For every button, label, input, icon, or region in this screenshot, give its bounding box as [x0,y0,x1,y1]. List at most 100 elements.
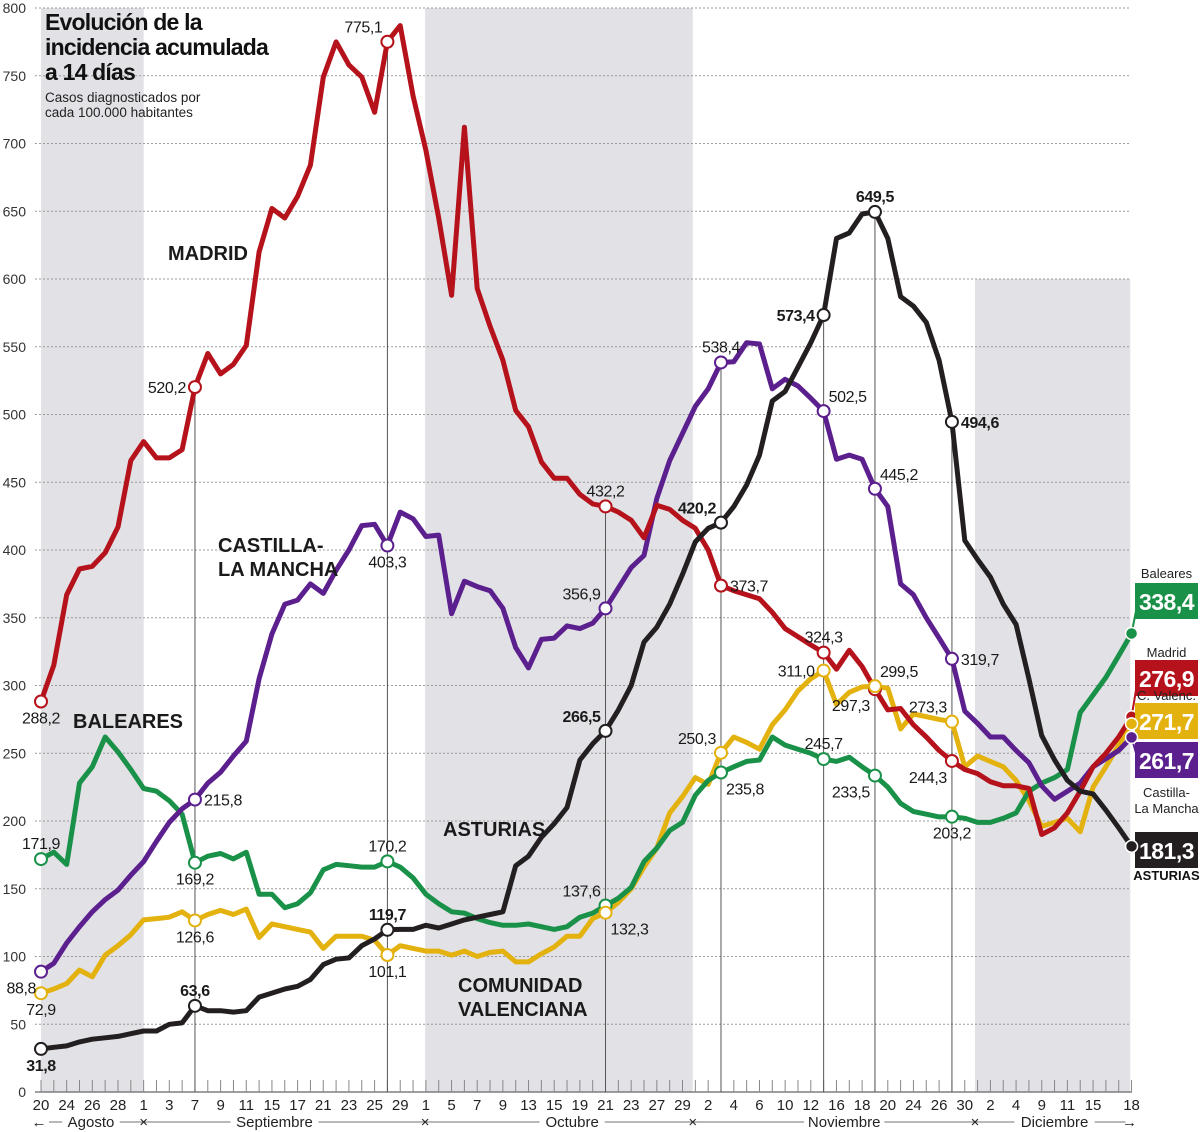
end-value-labels: 338,4 Baleares 276,9 Madrid 271,7 C. Valenc. 2… [1124,566,1200,883]
end-value: 261,7 [1139,748,1194,774]
y-tick-label: 350 [3,610,27,626]
series-label-clm: LA MANCHA [218,559,338,581]
data-point-marker [944,651,959,666]
month-label-bg [803,1114,885,1130]
data-point-marker [187,998,202,1013]
data-point-label: 244,3 [909,770,948,787]
end-series-name: Baleares [1141,566,1193,581]
end-point-marker [1124,730,1139,745]
y-tick-label: 400 [3,542,27,558]
month-label-bg [62,1114,120,1130]
x-tick-label: 3 [165,1097,173,1114]
y-tick-label: 750 [3,68,27,84]
data-point-label: 432,2 [586,483,625,500]
y-tick-label: 700 [3,136,27,152]
end-series-name: C. Valenc. [1137,688,1196,703]
data-point-label: 63,6 [180,983,210,1000]
x-tick-label: 18 [1123,1097,1140,1114]
data-point-marker [598,499,613,514]
x-tick-label: 4 [730,1097,738,1114]
month-label-bg [230,1114,319,1130]
x-tick-label: 11 [1060,1097,1076,1114]
data-point-marker [380,854,395,869]
month-label: Septiembre [236,1114,313,1131]
x-tick-label: 16 [828,1097,845,1114]
y-tick-label: 0 [18,1084,26,1100]
y-tick-label: 600 [3,271,27,287]
x-tick-label: 19 [572,1097,589,1114]
end-value-box-baleares [1135,583,1198,619]
series-name-labels: MADRID CASTILLA-LA MANCHA BALEARES ASTURIAS… [73,243,588,1021]
end-value-box-madrid [1135,660,1198,696]
data-point-label: 132,3 [611,922,650,939]
data-point-marker [713,765,728,780]
end-value-box-valenciana [1135,703,1198,739]
data-point-label: 171,9 [22,836,61,853]
data-point-label: 169,2 [176,872,215,889]
data-point-marker [380,948,395,963]
end-value: 181,3 [1139,838,1194,864]
data-point-marker [816,645,831,660]
month-label: Agosto [68,1114,115,1131]
end-value: 276,9 [1139,666,1194,692]
end-point-marker [1124,626,1139,641]
arrow-right-icon: → [1122,1114,1137,1131]
data-point-label: 101,1 [368,964,407,981]
data-point-label: 494,6 [961,415,1000,432]
data-point-label: 288,2 [22,710,61,727]
x-tick-label: 29 [674,1097,691,1114]
y-axis-labels: 0 50 100 150 200 250 300 350 400 450 500 550 600 650 7… [3,0,27,1100]
x-tick-label: 2 [704,1097,712,1114]
data-point-marker [187,792,202,807]
data-point-label: 250,3 [678,731,717,748]
data-point-marker [380,34,395,49]
x-tick-label: 1 [422,1097,430,1114]
data-point-label: 31,8 [26,1058,56,1075]
data-point-label: 170,2 [368,838,407,855]
end-point-marker [1124,717,1139,731]
x-tick-label: 9 [216,1097,224,1114]
data-point-marker [187,380,202,395]
x-tick-label: 26 [84,1097,101,1114]
data-point-label: 235,8 [726,781,765,798]
y-tick-label: 500 [3,407,27,423]
x-tick-label: 9 [1038,1097,1046,1114]
x-tick-label: 11 [238,1097,254,1114]
y-tick-label: 300 [3,678,27,694]
data-point-label: 319,7 [961,652,1000,669]
x-tick-label: 17 [289,1097,306,1114]
x-tick-label: 27 [648,1097,665,1114]
data-point-marker [944,809,959,824]
data-point-marker [34,694,48,709]
series-label-clm: CASTILLA- [218,535,324,557]
data-point-label: 245,7 [805,736,844,753]
x-tick-label: 1 [139,1097,147,1114]
data-point-marker [944,714,959,729]
month-label: Noviembre [808,1114,881,1131]
x-tick-label: 10 [777,1097,794,1114]
data-point-label: 324,3 [805,630,844,647]
data-point-label: 126,6 [176,929,215,946]
month-label-bg [1014,1114,1095,1130]
x-tick-label: 15 [264,1097,281,1114]
data-point-marker [598,905,613,920]
x-tick-label: 18 [854,1097,871,1114]
chart-title: Evolución de la [45,9,203,35]
month-separator: × [688,1114,697,1131]
data-point-marker [34,964,48,979]
data-point-label: 502,5 [829,389,868,406]
data-point-marker [867,768,882,783]
data-point-marker [816,404,831,419]
x-tick-label: 7 [473,1097,481,1114]
x-tick-label: 29 [392,1097,409,1114]
chart-subtitle: Casos diagnosticados por [45,90,201,105]
x-axis: 20 24 26 28 1 3 7 9 11 15 17 21 23 25 29 1 5 7 9 13 15 19 21 23… [32,1080,1140,1131]
series-label-madrid: MADRID [168,243,248,265]
x-tick-label: 23 [623,1097,640,1114]
month-separator: × [421,1114,430,1131]
data-point-label: 373,7 [730,579,769,596]
data-point-marker [816,308,831,323]
x-tick-label: 6 [755,1097,763,1114]
data-point-label: 297,3 [832,698,871,715]
point-labels: 288,2 520,2 775,1 432,2 373,7 324,3 297,3 244,3… [6,20,999,1075]
